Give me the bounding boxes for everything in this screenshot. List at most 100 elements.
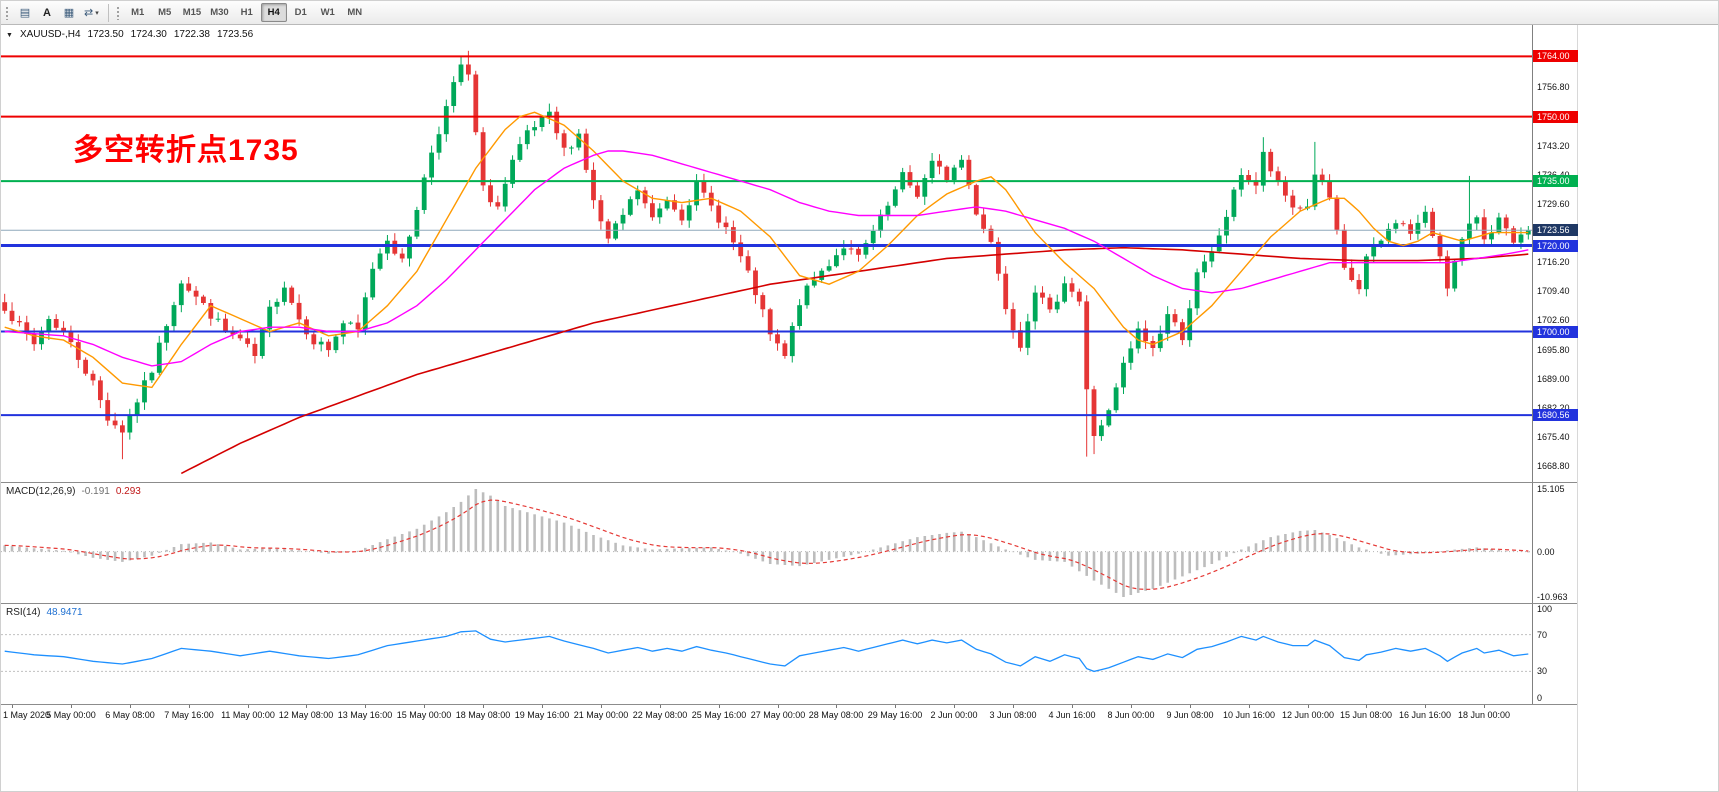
x-axis-tickmark — [365, 705, 366, 708]
x-axis-tickmark — [130, 705, 131, 708]
x-axis-label: 1 May 2020 — [3, 710, 51, 720]
x-axis-label: 16 Jun 16:00 — [1398, 710, 1452, 720]
panel-separator-2[interactable] — [1, 603, 1577, 604]
macd-axis-tick: 15.105 — [1537, 484, 1565, 494]
x-axis-tickmark — [1190, 705, 1191, 708]
text-tool-icon: A — [43, 6, 51, 19]
x-axis-tickmark — [306, 705, 307, 708]
macd-value: -0.191 — [81, 486, 110, 497]
dropdown-caret-icon: ▾ — [95, 9, 99, 17]
timeframe-m15-button[interactable]: M15 — [179, 3, 205, 22]
y-axis-tick: 1729.60 — [1537, 199, 1570, 209]
macd-canvas[interactable] — [1, 483, 1532, 603]
x-axis-label: 3 Jun 08:00 — [989, 710, 1037, 720]
y-axis-tick: 1709.40 — [1537, 286, 1570, 296]
x-axis-label: 11 May 00:00 — [221, 710, 275, 720]
x-axis-label: 18 Jun 00:00 — [1457, 710, 1511, 720]
time-axis[interactable]: 1 May 2020 5 May 00:00 6 May 08:00 7 May 16… — [1, 704, 1577, 724]
x-axis-label: 12 May 08:00 — [278, 710, 334, 720]
chart-workspace: ▼ XAUUSD-,H4 1723.50 1724.30 1722.38 172… — [1, 25, 1718, 791]
x-axis-tickmark — [778, 705, 779, 708]
x-axis-tickmark — [1484, 705, 1485, 708]
timeframe-mn-button[interactable]: MN — [342, 3, 368, 22]
timeframe-m1-button[interactable]: M1 — [125, 3, 151, 22]
macd-plot[interactable]: MACD(12,26,9) -0.191 0.293 — [1, 483, 1532, 603]
x-axis-tickmark — [71, 705, 72, 708]
timeframe-m5-button[interactable]: M5 — [152, 3, 178, 22]
timeframe-cycle-icon-button[interactable]: ⇄ ▾ — [80, 3, 103, 22]
timeframe-h4-button[interactable]: H4 — [260, 3, 287, 22]
chart-annotation-text[interactable]: 多空转折点1735 — [73, 134, 299, 167]
rsi-name: RSI(14) — [6, 607, 41, 618]
x-axis-label: 13 May 16:00 — [337, 710, 393, 720]
timeframe-w1-button[interactable]: W1 — [315, 3, 341, 22]
price-badge-1764.00: 1764.00 — [1533, 50, 1578, 62]
x-axis-tickmark — [954, 705, 955, 708]
y-axis-tick: 1743.20 — [1537, 141, 1570, 151]
x-axis-tickmark — [1013, 705, 1014, 708]
x-axis-tickmark — [12, 705, 13, 708]
x-axis-label: 10 Jun 16:00 — [1222, 710, 1276, 720]
price-badge-1700.00: 1700.00 — [1533, 326, 1578, 338]
x-axis-label: 21 May 00:00 — [573, 710, 629, 720]
toolbar-divider — [107, 3, 109, 22]
rsi-axis-tick: 70 — [1537, 630, 1548, 640]
x-axis-tickmark — [1249, 705, 1250, 708]
price-badge-1750.00: 1750.00 — [1533, 111, 1578, 123]
x-axis-tickmark — [1072, 705, 1073, 708]
x-axis-tickmark — [483, 705, 484, 708]
symbol-name: XAUUSD-,H4 — [19, 29, 81, 40]
rsi-axis-tick: 30 — [1537, 666, 1548, 676]
x-axis-tickmark — [1425, 705, 1426, 708]
x-axis-label: 19 May 16:00 — [514, 710, 570, 720]
x-axis-tickmark — [719, 705, 720, 708]
x-axis-label: 18 May 08:00 — [455, 710, 511, 720]
rsi-plot[interactable]: RSI(14) 48.9471 — [1, 604, 1532, 704]
price-axis[interactable]: 1756.801743.201736.401729.601716.201709.… — [1532, 25, 1578, 482]
symbol-ohlc-line: ▼ XAUUSD-,H4 1723.50 1724.30 1722.38 172… — [6, 29, 253, 40]
x-axis-tickmark — [189, 705, 190, 708]
chart-column: ▼ XAUUSD-,H4 1723.50 1724.30 1722.38 172… — [1, 25, 1578, 791]
timeframe-m30-button[interactable]: M30 — [206, 3, 232, 22]
rsi-axis[interactable]: 100 70 30 0 — [1532, 604, 1577, 704]
x-axis-label: 22 May 08:00 — [632, 710, 688, 720]
y-axis-tick: 1682.20 — [1537, 403, 1570, 413]
rsi-panel: RSI(14) 48.9471 100 70 30 0 — [1, 604, 1577, 704]
y-axis-tick: 1702.60 — [1537, 315, 1570, 325]
x-axis-label: 28 May 08:00 — [808, 710, 864, 720]
timeframe-d1-button[interactable]: D1 — [288, 3, 314, 22]
symbols-list-icon-button[interactable]: ▤ — [14, 3, 36, 22]
toolbar-grip-2[interactable] — [115, 5, 121, 20]
ohlc-open: 1723.50 — [87, 29, 124, 40]
x-axis-label: 6 May 08:00 — [105, 710, 155, 720]
y-axis-tick: 1756.80 — [1537, 82, 1570, 92]
x-axis-tickmark — [424, 705, 425, 708]
x-axis-label: 15 May 00:00 — [396, 710, 452, 720]
chart-grid-icon-button[interactable]: ▦ — [58, 3, 80, 22]
macd-signal-value: 0.293 — [115, 486, 141, 497]
rsi-line — [4, 630, 1529, 673]
macd-axis[interactable]: 15.105 0.00 -10.963 — [1532, 483, 1577, 603]
rsi-axis-tick: 100 — [1537, 604, 1553, 614]
timeframe-h1-button[interactable]: H1 — [234, 3, 260, 22]
ma-fast-line — [4, 150, 1529, 367]
x-axis-label: 4 Jun 16:00 — [1048, 710, 1096, 720]
symbols-list-icon: ▤ — [19, 7, 31, 19]
candlestick-series — [2, 50, 1531, 460]
price-plot[interactable]: ▼ XAUUSD-,H4 1723.50 1724.30 1722.38 172… — [1, 25, 1532, 482]
text-tool-icon-button[interactable]: A — [36, 3, 58, 22]
toolbar-grip[interactable] — [5, 5, 10, 20]
ohlc-close: 1723.56 — [216, 29, 254, 40]
price-chart-canvas[interactable] — [1, 25, 1532, 482]
rsi-canvas[interactable] — [1, 604, 1532, 704]
macd-axis-tick: 0.00 — [1537, 547, 1555, 557]
x-axis-label: 27 May 00:00 — [750, 710, 806, 720]
toolbar: ▤ A ▦ ⇄ ▾ M1 M5 M15 M30 H1 H4 D1 W1 MN — [1, 1, 1718, 25]
x-axis-label: 29 May 16:00 — [867, 710, 923, 720]
main-chart-panel: ▼ XAUUSD-,H4 1723.50 1724.30 1722.38 172… — [1, 25, 1578, 482]
x-axis-tickmark — [660, 705, 661, 708]
x-axis-label: 5 May 00:00 — [46, 710, 96, 720]
y-axis-tick: 1695.80 — [1537, 345, 1570, 355]
price-badge-1680.56: 1680.56 — [1533, 409, 1578, 421]
panel-separator[interactable] — [1, 482, 1577, 483]
